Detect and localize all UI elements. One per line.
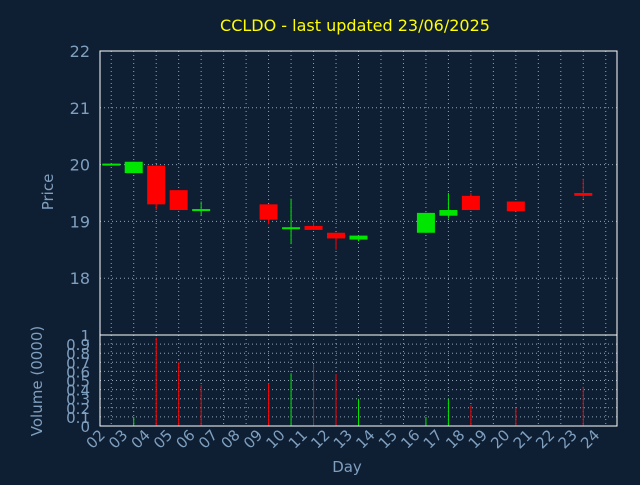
volume-bars xyxy=(133,337,584,426)
volume-tick-label: 1 xyxy=(80,327,90,345)
candle xyxy=(259,204,278,225)
candle-body xyxy=(124,161,143,174)
candle xyxy=(506,201,525,212)
volume-axis-label: Volume (0000) xyxy=(28,326,46,436)
candle-body xyxy=(327,232,346,239)
candle xyxy=(416,212,435,233)
candle xyxy=(349,235,368,242)
volume-tick-label: 0.2 xyxy=(66,400,90,418)
candle xyxy=(439,193,458,219)
price-candles xyxy=(102,161,593,250)
volume-tick-label: 0.8 xyxy=(66,345,90,363)
candle-body xyxy=(282,227,301,230)
volume-tick-label: 0.3 xyxy=(66,391,90,409)
candle xyxy=(304,221,323,230)
candle xyxy=(102,163,121,166)
price-axis-label: Price xyxy=(39,174,57,211)
candle-body xyxy=(506,201,525,212)
candle xyxy=(124,161,143,174)
volume-tick-label: 0.9 xyxy=(66,336,90,354)
day-tick-label: 24 xyxy=(577,426,603,452)
candle-body xyxy=(259,204,278,220)
candle-body xyxy=(461,195,480,211)
volume-tick-labels: 00.10.20.30.40.50.60.70.80.91 xyxy=(66,327,90,436)
candle xyxy=(574,178,593,199)
volume-tick-label: 0.1 xyxy=(66,409,90,427)
day-tick-labels: 0203040506070809101112131415161718192021… xyxy=(83,426,604,452)
candle-body xyxy=(147,165,166,205)
volume-tick-label: 0.5 xyxy=(66,373,90,391)
candle-body xyxy=(349,235,368,240)
price-tick-labels: 18 19 20 21 22 xyxy=(70,42,90,288)
price-tick-label: 19 xyxy=(70,212,90,231)
candle-body xyxy=(416,212,435,233)
chart-title: CCLDO - last updated 23/06/2025 xyxy=(220,16,490,35)
candle-body xyxy=(439,210,458,216)
candle xyxy=(327,232,346,250)
candle xyxy=(192,201,211,216)
price-tick-label: 20 xyxy=(70,156,90,175)
day-axis-label: Day xyxy=(332,458,362,476)
candle-body xyxy=(192,209,211,212)
price-tick-label: 22 xyxy=(70,42,90,61)
price-tick-label: 18 xyxy=(70,269,90,288)
candle-body xyxy=(169,190,188,211)
volume-tick-label: 0 xyxy=(80,418,90,436)
price-grid xyxy=(100,50,617,335)
volume-tick-label: 0.7 xyxy=(66,354,90,372)
candle xyxy=(282,198,301,245)
candle-body xyxy=(304,225,323,230)
price-tick-label: 21 xyxy=(70,99,90,118)
volume-plot-frame xyxy=(99,334,618,427)
candle-body xyxy=(574,193,593,196)
candle xyxy=(461,193,480,211)
candle-body xyxy=(102,163,121,166)
candle xyxy=(147,165,166,211)
candle xyxy=(169,190,188,211)
volume-tick-label: 0.4 xyxy=(66,382,90,400)
volume-tick-label: 0.6 xyxy=(66,363,90,381)
